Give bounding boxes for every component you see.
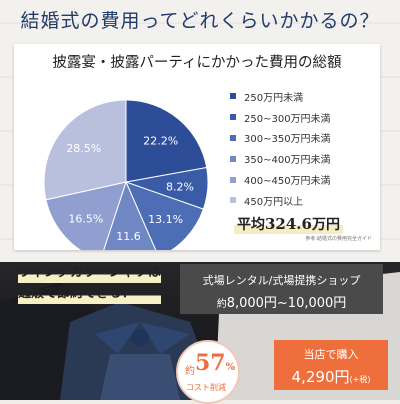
pie-slice	[43, 99, 127, 201]
legend-swatch	[230, 176, 236, 183]
chart-legend: 250万円未満 250~300万円未満 300~350万円未満 350~400万円未満…	[230, 86, 331, 211]
legend-label: 250万円未満	[244, 92, 304, 104]
chart-source: 参考:結婚式の費用完全ガイド	[305, 236, 372, 242]
pie-slice	[125, 99, 208, 183]
pie-slice	[45, 181, 127, 250]
pie-chart: 22.2% 8.2% 13.1% 11.6 16.5% 28.5%	[43, 99, 209, 250]
pie-slice	[125, 181, 205, 250]
legend-swatch	[230, 134, 236, 141]
legend-label: 400~450万円未満	[244, 176, 331, 188]
pie-value-label: 13.1%	[148, 213, 183, 226]
chart-card: 披露宴・披露パーティにかかった費用の総額 22.2% 8.2% 13.1% 11.6 1…	[14, 44, 380, 250]
legend-item: 250万円未満	[230, 86, 331, 107]
page-title: 結婚式の費用ってどれくらいかかるの？	[20, 10, 380, 32]
pie-slice	[103, 180, 157, 250]
savings-badge: 約 57% コスト削減	[176, 340, 240, 404]
legend-label: 250~300万円未満	[244, 113, 331, 125]
our-price-box: 当店で購入 4,290円(+税)	[274, 340, 388, 390]
legend-label: 450万円以上	[244, 196, 304, 208]
legend-item: 300~350万円未満	[230, 128, 331, 149]
promo-headline: ウィングカラーシャツは 通販で節約できる！	[18, 262, 161, 304]
market-price-box: 式場レンタル/式場提携ショップ 約8,000円~10,000円	[180, 264, 383, 314]
legend-label: 300~350万円未満	[244, 134, 331, 146]
legend-swatch	[230, 155, 236, 162]
chart-title: 披露宴・披露パーティにかかった費用の総額	[52, 55, 342, 71]
legend-item: 450万円以上	[230, 190, 331, 211]
legend-swatch	[230, 93, 236, 100]
pie-value-label: 28.5%	[66, 142, 101, 155]
pie-value-label: 22.2%	[143, 134, 178, 147]
legend-item: 350~400万円未満	[230, 148, 331, 169]
legend-label: 350~400万円未満	[244, 155, 331, 167]
legend-swatch	[230, 114, 236, 121]
pie-value-label: 8.2%	[166, 180, 194, 193]
average-cost: 平均324.6万円	[234, 214, 343, 234]
pie-value-label: 16.5%	[68, 212, 103, 225]
legend-item: 250~300万円未満	[230, 107, 331, 128]
legend-swatch	[230, 197, 236, 204]
legend-item: 400~450万円未満	[230, 169, 331, 190]
pie-value-label: 11.6	[116, 230, 141, 243]
